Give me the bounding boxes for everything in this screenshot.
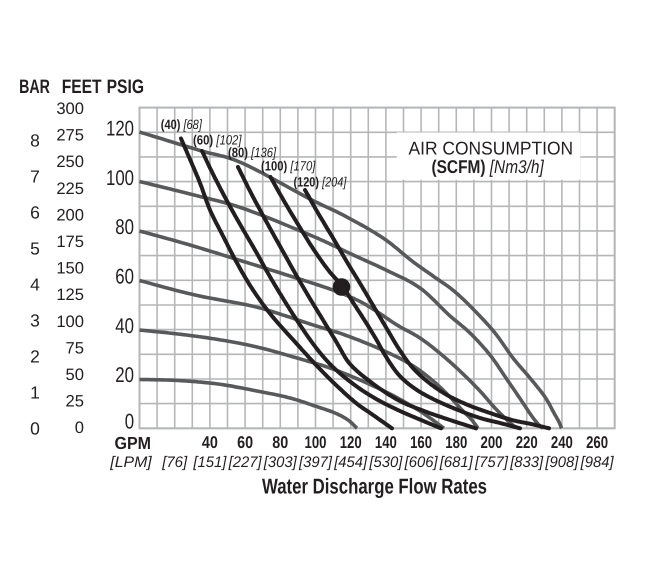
svg-text:225: 225 (56, 179, 84, 198)
svg-text:25: 25 (66, 392, 84, 411)
svg-text:100: 100 (56, 312, 84, 331)
svg-text:BAR: BAR (19, 76, 50, 98)
svg-text:[530]: [530] (368, 454, 403, 471)
svg-text:[833]: [833] (509, 454, 544, 471)
svg-text:GPM: GPM (115, 433, 152, 453)
svg-text:[227]: [227] (228, 454, 263, 471)
svg-text:(120) [204]: (120) [204] (294, 175, 348, 190)
svg-text:40: 40 (115, 314, 134, 338)
svg-text:FEET: FEET (62, 76, 102, 98)
svg-text:20: 20 (115, 363, 134, 387)
svg-text:[681]: [681] (439, 454, 474, 471)
svg-text:200: 200 (481, 433, 503, 452)
svg-text:300: 300 (56, 99, 84, 118)
svg-text:[76]: [76] (161, 454, 188, 471)
svg-text:1: 1 (30, 382, 40, 402)
svg-text:175: 175 (56, 232, 84, 251)
svg-text:Water Discharge Flow Rates: Water Discharge Flow Rates (262, 475, 487, 499)
svg-text:240: 240 (551, 433, 573, 452)
svg-text:275: 275 (56, 126, 84, 145)
svg-text:(80) [136]: (80) [136] (228, 145, 277, 160)
svg-text:5: 5 (30, 238, 40, 258)
svg-text:220: 220 (516, 433, 538, 452)
svg-text:200: 200 (56, 205, 84, 224)
svg-text:40: 40 (202, 433, 218, 452)
svg-text:100: 100 (106, 166, 134, 190)
svg-text:125: 125 (56, 285, 84, 304)
svg-text:160: 160 (410, 433, 432, 452)
svg-text:80: 80 (272, 433, 288, 452)
svg-text:(100) [170]: (100) [170] (261, 159, 316, 174)
svg-text:260: 260 (586, 433, 608, 452)
svg-text:6: 6 (30, 202, 40, 222)
svg-text:[606]: [606] (404, 454, 439, 471)
svg-text:140: 140 (375, 433, 397, 452)
svg-text:120: 120 (106, 117, 134, 141)
svg-text:7: 7 (30, 166, 40, 186)
svg-text:150: 150 (56, 259, 84, 278)
svg-text:[984]: [984] (580, 454, 615, 471)
svg-text:4: 4 (30, 274, 40, 294)
svg-text:[397]: [397] (298, 454, 333, 471)
svg-text:250: 250 (56, 152, 84, 171)
svg-text:[LPM]: [LPM] (109, 454, 152, 471)
svg-text:180: 180 (445, 433, 467, 452)
svg-text:[908]: [908] (544, 454, 579, 471)
svg-text:120: 120 (340, 433, 362, 452)
svg-text:100: 100 (305, 433, 327, 452)
svg-text:8: 8 (30, 130, 40, 150)
svg-text:80: 80 (115, 215, 134, 239)
svg-text:3: 3 (30, 310, 40, 330)
svg-text:AIR CONSUMPTION: AIR CONSUMPTION (409, 138, 574, 159)
svg-text:[454]: [454] (333, 454, 368, 471)
svg-text:75: 75 (66, 338, 84, 357)
svg-text:(SCFM) [Nm3/h]: (SCFM) [Nm3/h] (432, 156, 545, 177)
svg-text:2: 2 (30, 346, 40, 366)
svg-text:0: 0 (125, 410, 134, 434)
svg-text:50: 50 (66, 365, 84, 384)
svg-text:[151]: [151] (192, 454, 227, 471)
svg-text:[757]: [757] (474, 454, 509, 471)
svg-text:0: 0 (75, 418, 84, 437)
svg-text:60: 60 (115, 265, 134, 289)
svg-text:PSIG: PSIG (107, 76, 144, 98)
svg-text:0: 0 (30, 418, 40, 438)
svg-text:60: 60 (237, 433, 253, 452)
svg-text:[303]: [303] (263, 454, 298, 471)
svg-text:(60) [102]: (60) [102] (193, 133, 243, 148)
svg-text:(40) [68]: (40) [68] (161, 117, 203, 132)
